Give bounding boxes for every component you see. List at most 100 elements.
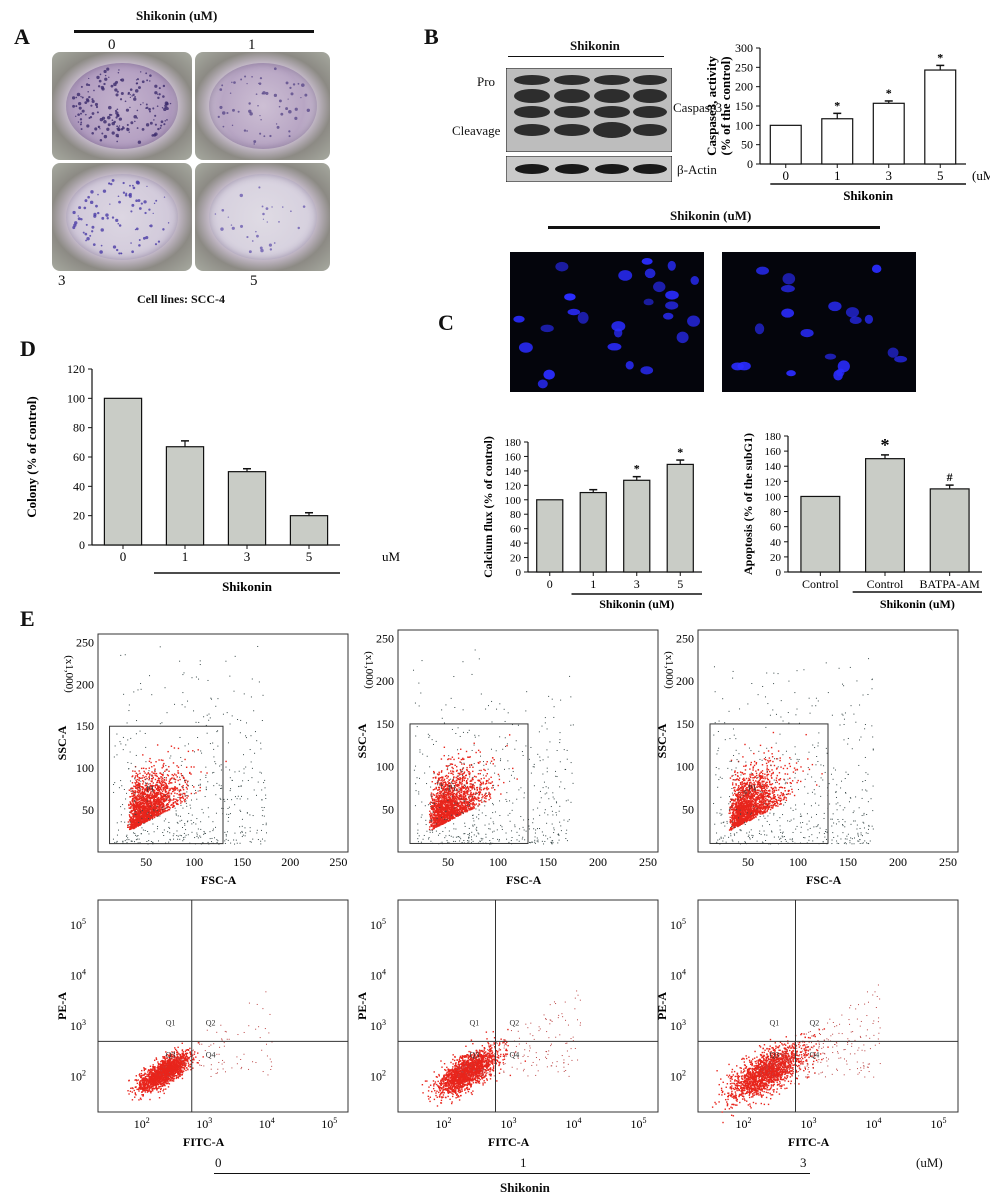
event-dot: [154, 812, 156, 815]
event-dot: [263, 782, 265, 784]
event-dot: [424, 805, 426, 807]
y-tick-label: 80: [770, 507, 782, 519]
colony-dot: [149, 121, 153, 125]
event-dot: [469, 805, 471, 807]
event-dot: [182, 784, 184, 787]
event-dot: [215, 812, 217, 814]
event-dot: [468, 729, 470, 731]
event-dot: [464, 777, 467, 779]
event-dot: [145, 795, 147, 798]
event-dot: [539, 756, 541, 758]
event-dot: [443, 808, 445, 811]
event-dot: [469, 756, 471, 758]
event-dot: [481, 839, 483, 841]
event-dot: [435, 802, 437, 804]
event-dot: [449, 797, 452, 799]
event-dot: [238, 786, 240, 788]
x-tick-label: Control: [802, 577, 839, 591]
event-dot: [478, 794, 480, 796]
event-dot: [133, 791, 136, 794]
x-tick-label: 250: [329, 855, 347, 869]
event-dot: [149, 799, 151, 801]
event-dot: [460, 806, 462, 808]
event-dot: [143, 791, 146, 793]
event-dot: [434, 826, 437, 828]
event-dot: [445, 808, 447, 810]
event-dot: [436, 807, 438, 810]
colony-dot: [300, 96, 302, 99]
event-dot: [140, 777, 142, 779]
event-dot: [144, 732, 146, 734]
event-dot: [139, 793, 142, 795]
event-dot: [146, 796, 148, 799]
event-dot: [135, 808, 137, 811]
event-dot: [184, 780, 186, 782]
event-dot: [136, 806, 138, 809]
event-dot: [140, 806, 142, 809]
colony-dot: [85, 239, 87, 242]
event-dot: [166, 774, 169, 776]
event-dot: [444, 803, 447, 805]
event-dot: [161, 802, 164, 804]
event-dot: [450, 772, 452, 775]
event-dot: [478, 658, 480, 660]
event-dot: [165, 784, 168, 786]
event-dot: [206, 714, 208, 716]
event-dot: [480, 769, 482, 772]
event-dot: [460, 795, 462, 798]
event-dot: [458, 778, 460, 780]
event-dot: [461, 771, 463, 773]
event-dot: [134, 800, 136, 802]
event-dot: [142, 802, 144, 804]
event-dot: [439, 792, 441, 794]
colony-dot: [136, 109, 139, 112]
event-dot: [176, 803, 178, 805]
colony-dot: [219, 88, 223, 91]
event-dot: [139, 790, 141, 793]
colony-dot: [278, 99, 282, 103]
event-dot: [484, 824, 486, 826]
event-dot: [462, 773, 464, 775]
event-dot: [136, 789, 139, 791]
event-dot: [150, 808, 152, 810]
event-dot: [461, 789, 463, 791]
event-dot: [113, 784, 115, 786]
event-dot: [449, 794, 452, 796]
event-dot: [135, 804, 138, 806]
event-dot: [215, 763, 217, 765]
event-dot: [461, 786, 464, 788]
event-dot: [418, 791, 420, 793]
event-dot: [212, 742, 214, 744]
event-dot: [449, 819, 451, 822]
nucleus: [690, 276, 699, 285]
event-dot: [180, 757, 182, 759]
event-dot: [234, 655, 236, 657]
event-dot: [132, 823, 135, 826]
event-dot: [189, 804, 191, 806]
event-dot: [485, 780, 488, 783]
event-dot: [451, 763, 454, 766]
event-dot: [213, 756, 215, 758]
colony-dot: [127, 93, 130, 95]
event-dot: [447, 791, 449, 793]
event-dot: [132, 809, 135, 811]
event-dot: [446, 792, 448, 794]
event-dot: [449, 803, 452, 805]
event-dot: [436, 808, 438, 811]
event-dot: [460, 758, 463, 761]
event-dot: [119, 741, 121, 743]
event-dot: [167, 774, 170, 777]
colony-dish-3: [52, 163, 192, 271]
event-dot: [431, 797, 433, 799]
event-dot: [431, 806, 433, 808]
colony-dot: [214, 213, 217, 215]
event-dot: [151, 775, 154, 777]
event-dot: [177, 789, 179, 791]
event-dot: [242, 780, 244, 782]
event-dot: [150, 813, 152, 815]
event-dot: [429, 831, 431, 833]
event-dot: [155, 791, 158, 794]
event-dot: [457, 749, 459, 751]
event-dot: [155, 807, 158, 810]
event-dot: [143, 813, 146, 816]
